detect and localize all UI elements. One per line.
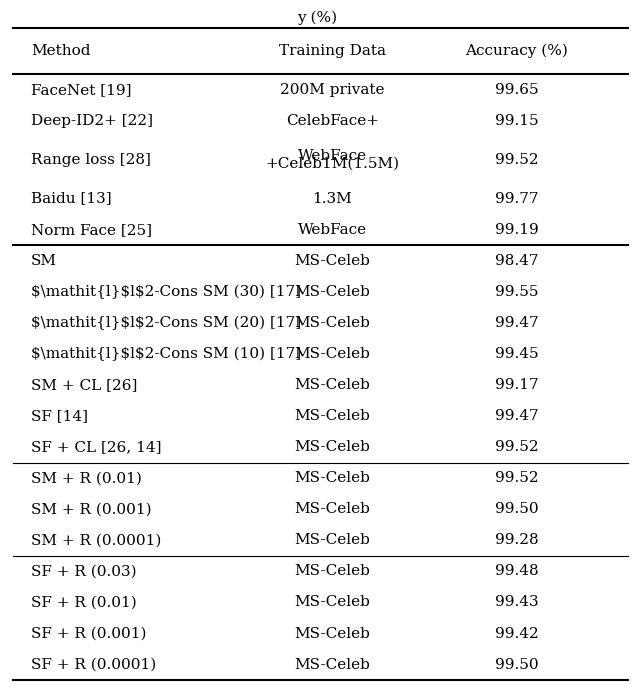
Text: MS-Celeb: MS-Celeb (295, 471, 370, 485)
Text: 99.17: 99.17 (495, 378, 539, 392)
Text: Norm Face [25]: Norm Face [25] (31, 223, 152, 237)
Text: MS-Celeb: MS-Celeb (295, 533, 370, 548)
Text: SM: SM (31, 254, 57, 268)
Text: 99.50: 99.50 (495, 658, 539, 672)
Text: MS-Celeb: MS-Celeb (295, 627, 370, 641)
Text: MS-Celeb: MS-Celeb (295, 564, 370, 578)
Text: SF + CL [26, 14]: SF + CL [26, 14] (31, 440, 162, 454)
Text: MS-Celeb: MS-Celeb (295, 658, 370, 672)
Text: Method: Method (31, 44, 91, 58)
Text: MS-Celeb: MS-Celeb (295, 254, 370, 268)
Text: $\mathit{l}$l$2-Cons SM (10) [17]: $\mathit{l}$l$2-Cons SM (10) [17] (31, 347, 301, 361)
Text: MS-Celeb: MS-Celeb (295, 595, 370, 609)
Text: SM + R (0.01): SM + R (0.01) (31, 471, 142, 485)
Text: 200M private: 200M private (280, 83, 385, 97)
Text: CelebFace+: CelebFace+ (286, 114, 379, 128)
Text: MS-Celeb: MS-Celeb (295, 378, 370, 392)
Text: SM + R (0.001): SM + R (0.001) (31, 502, 152, 516)
Text: 99.48: 99.48 (495, 564, 539, 578)
Text: FaceNet [19]: FaceNet [19] (31, 83, 132, 97)
Text: 98.47: 98.47 (495, 254, 539, 268)
Text: SF + R (0.001): SF + R (0.001) (31, 627, 146, 641)
Text: 99.52: 99.52 (495, 440, 539, 454)
Text: $\mathit{l}$l$2-Cons SM (20) [17]: $\mathit{l}$l$2-Cons SM (20) [17] (31, 316, 301, 330)
Text: SM + R (0.0001): SM + R (0.0001) (31, 533, 162, 548)
Text: MS-Celeb: MS-Celeb (295, 285, 370, 299)
Text: SF [14]: SF [14] (31, 409, 88, 423)
Text: 99.28: 99.28 (495, 533, 539, 548)
Text: 99.47: 99.47 (495, 316, 539, 330)
Text: 99.50: 99.50 (495, 502, 539, 516)
Text: 99.55: 99.55 (495, 285, 539, 299)
Text: 99.52: 99.52 (495, 153, 539, 167)
Text: 99.52: 99.52 (495, 471, 539, 485)
Text: 99.77: 99.77 (495, 192, 539, 205)
Text: Range loss [28]: Range loss [28] (31, 153, 151, 167)
Text: 99.47: 99.47 (495, 409, 539, 423)
Text: MS-Celeb: MS-Celeb (295, 347, 370, 361)
Text: WebFace: WebFace (298, 223, 367, 237)
Text: MS-Celeb: MS-Celeb (295, 316, 370, 330)
Text: SF + R (0.0001): SF + R (0.0001) (31, 658, 157, 672)
Text: y (%): y (%) (297, 10, 337, 25)
Text: $\mathit{l}$l$2-Cons SM (30) [17]: $\mathit{l}$l$2-Cons SM (30) [17] (31, 285, 301, 299)
Text: SF + R (0.01): SF + R (0.01) (31, 595, 137, 609)
Text: MS-Celeb: MS-Celeb (295, 409, 370, 423)
Text: MS-Celeb: MS-Celeb (295, 440, 370, 454)
Text: 99.43: 99.43 (495, 595, 539, 609)
Text: SM + CL [26]: SM + CL [26] (31, 378, 138, 392)
Text: SF + R (0.03): SF + R (0.03) (31, 564, 137, 578)
Text: WebFace: WebFace (298, 149, 367, 162)
Text: 99.65: 99.65 (495, 83, 539, 97)
Text: 99.15: 99.15 (495, 114, 539, 128)
Text: MS-Celeb: MS-Celeb (295, 502, 370, 516)
Text: Baidu [13]: Baidu [13] (31, 192, 112, 205)
Text: Accuracy (%): Accuracy (%) (465, 44, 569, 58)
Text: Deep-ID2+ [22]: Deep-ID2+ [22] (31, 114, 153, 128)
Text: 99.42: 99.42 (495, 627, 539, 641)
Text: 1.3M: 1.3M (313, 192, 353, 205)
Text: 99.45: 99.45 (495, 347, 539, 361)
Text: Training Data: Training Data (279, 44, 386, 58)
Text: +Celeb1M(1.5M): +Celeb1M(1.5M) (266, 157, 399, 171)
Text: 99.19: 99.19 (495, 223, 539, 237)
